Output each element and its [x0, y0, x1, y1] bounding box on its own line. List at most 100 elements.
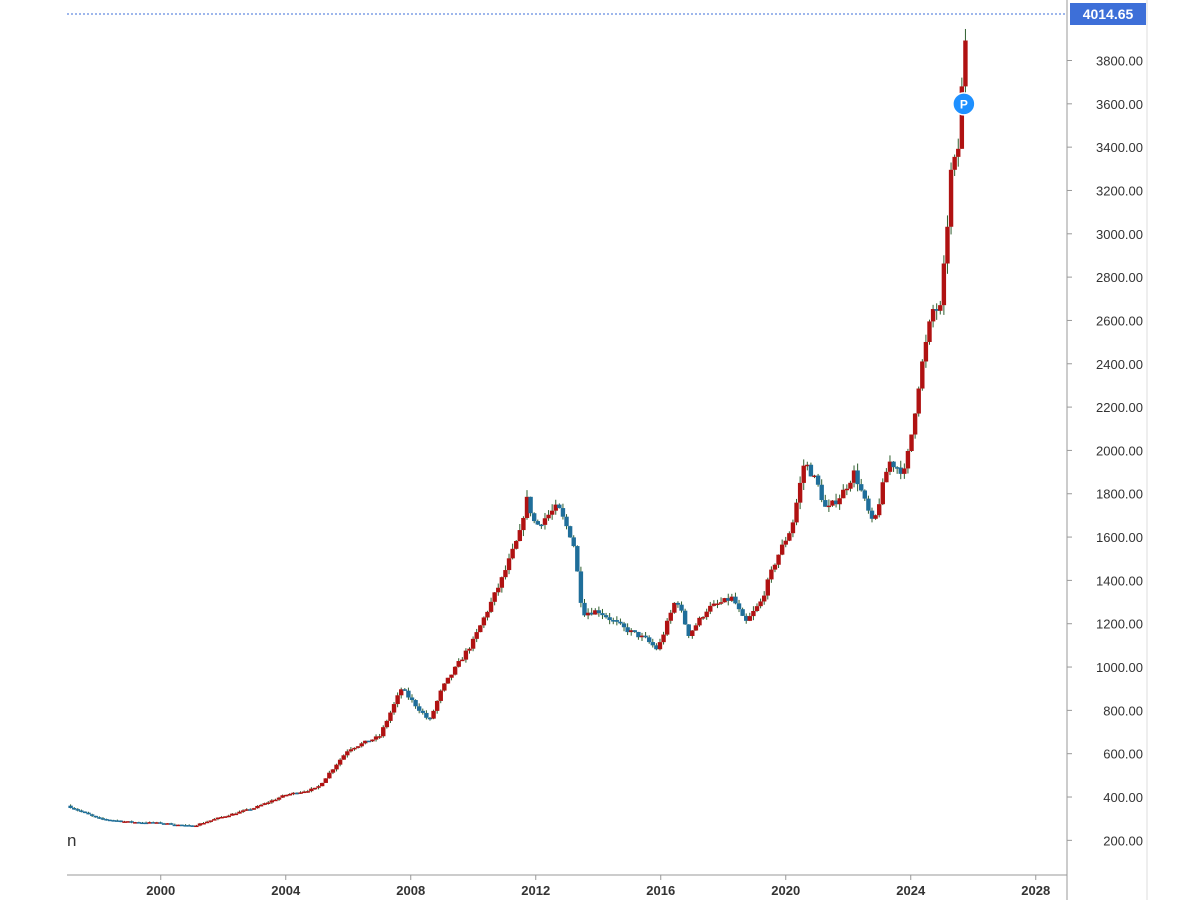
candle-body-up [478, 625, 483, 633]
candle-body-down [862, 490, 868, 499]
candle-body-up [442, 683, 447, 691]
candle-body-up [851, 470, 857, 483]
candle-body-down [567, 526, 573, 538]
candle-body-down [560, 508, 566, 517]
candle-body-up [948, 169, 954, 227]
candle-body-up [941, 263, 947, 306]
candle-body-up [506, 558, 512, 571]
candle-body-up [920, 361, 925, 389]
candle-body-down [183, 825, 188, 827]
candle-body-up [693, 625, 699, 631]
candle-body-up [122, 821, 127, 823]
candle-body-down [424, 712, 429, 718]
candle-body-up [873, 515, 878, 519]
candle-body-up [664, 620, 670, 635]
candle-body-down [169, 823, 174, 825]
candle-body-down [679, 604, 684, 611]
candle-body-up [887, 461, 893, 472]
candle-body-down [607, 617, 612, 621]
y-tick-label: 2600.00 [1096, 313, 1143, 328]
overlay-layer: 4014.65 Pn [67, 3, 1146, 850]
candle-body-down [643, 635, 648, 638]
candle-body-up [222, 816, 228, 818]
candle-body-up [244, 809, 249, 811]
candle-body-down [650, 642, 655, 646]
candle-body-down [140, 822, 145, 825]
candle-body-up [661, 634, 666, 643]
candle-body-up [938, 305, 943, 311]
candle-body-down [190, 825, 195, 827]
candle-body-down [111, 820, 116, 822]
candle-body-down [89, 814, 95, 816]
candle-body-down [578, 571, 584, 603]
candle-body-up [197, 823, 203, 826]
p-marker-label: P [960, 97, 968, 111]
candle-body-down [636, 631, 641, 638]
candle-body-down [416, 706, 422, 711]
candle-body-up [830, 500, 835, 506]
candle-body-up [251, 808, 257, 810]
x-tick-label: 2004 [271, 883, 301, 898]
x-tick-label: 2008 [396, 883, 425, 898]
candle-body-up [912, 413, 918, 435]
candle-body-up [517, 530, 523, 542]
candle-body-up [841, 489, 846, 499]
candle-body-down [618, 621, 623, 624]
candle-body-up [237, 811, 242, 814]
candle-body-up [147, 822, 152, 824]
candle-body-up [499, 577, 505, 588]
y-tick-label: 3600.00 [1096, 97, 1143, 112]
candle-body-down [151, 822, 156, 824]
candle-body-down [625, 627, 630, 633]
candle-body-up [797, 482, 803, 503]
candle-body-down [571, 537, 576, 547]
candle-body-up [334, 764, 339, 770]
candle-body-up [952, 156, 957, 170]
candle-body-up [711, 603, 717, 606]
candle-body-down [97, 817, 102, 819]
candle-body-up [488, 601, 494, 612]
candle-body-up [370, 739, 375, 742]
x-tick-label: 2020 [771, 883, 800, 898]
candle-body-down [86, 812, 91, 815]
candle-body-up [801, 465, 806, 483]
candle-body-down [531, 513, 537, 522]
y-tick-label: 3000.00 [1096, 227, 1143, 242]
candle-body-up [585, 612, 591, 616]
candle-body-up [758, 601, 763, 607]
candle-body-down [366, 740, 372, 743]
candle-body-up [837, 498, 842, 505]
candle-body-up [553, 504, 558, 511]
candle-body-down [564, 516, 569, 527]
x-tick-label: 2028 [1021, 883, 1050, 898]
candle-body-up [255, 805, 260, 809]
candle-body-up [593, 610, 598, 615]
candle-body-down [859, 484, 864, 491]
candle-body-up [316, 786, 321, 788]
candle-body-up [431, 710, 436, 719]
candle-body-down [855, 470, 860, 485]
candle-body-up [456, 661, 461, 667]
candle-body-down [894, 467, 900, 469]
candle-body-down [833, 500, 839, 505]
candle-body-down [621, 623, 627, 628]
candle-body-down [406, 690, 411, 698]
candle-body-down [409, 697, 415, 701]
candle-body-down [68, 805, 73, 809]
candle-body-up [708, 605, 713, 612]
candle-body-up [510, 548, 515, 559]
candle-body-up [794, 502, 799, 523]
candle-body-down [632, 630, 638, 632]
candle-body-up [715, 603, 720, 606]
candle-body-up [826, 505, 832, 508]
candle-body-up [769, 569, 774, 580]
candle-body-down [682, 610, 688, 625]
candle-body-down [75, 809, 80, 811]
left-stub-text: n [67, 831, 76, 850]
y-tick-label: 2800.00 [1096, 270, 1143, 285]
candle-body-up [219, 816, 224, 819]
candle-body-up [359, 743, 364, 747]
candle-body-up [844, 488, 850, 491]
candle-body-down [815, 475, 821, 485]
